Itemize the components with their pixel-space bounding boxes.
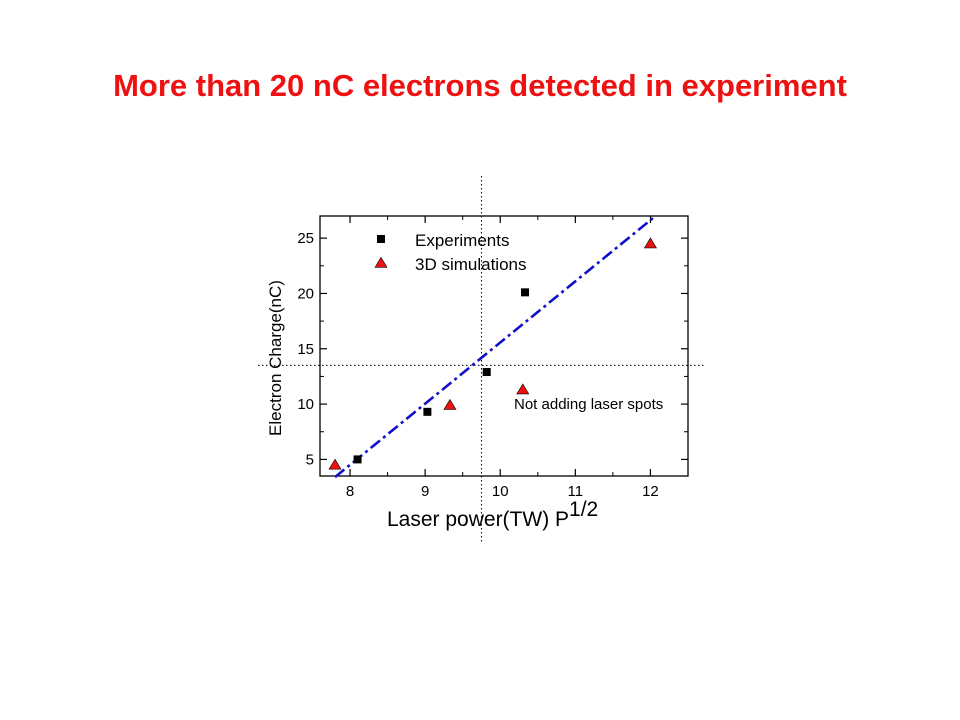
experiment-point — [353, 455, 362, 464]
plot-frame — [319, 215, 689, 477]
slide-title: More than 20 nC electrons detected in ex… — [113, 68, 847, 103]
x-axis-label: Laser power(TW) P1/2 — [387, 498, 598, 531]
experiment-point — [482, 368, 491, 376]
y-tick-label: 5 — [306, 451, 314, 468]
simulation-point — [328, 458, 342, 470]
experiment-point — [521, 288, 530, 297]
simulation-point — [643, 237, 657, 249]
plot-border — [319, 215, 689, 477]
x-tick-label: 10 — [492, 483, 509, 500]
simulation-point — [516, 383, 530, 395]
x-tick-label: 9 — [421, 483, 429, 500]
data-points — [328, 237, 657, 470]
experiment-point — [423, 407, 432, 416]
simulation-point — [443, 398, 457, 410]
x-tick-label: 12 — [642, 483, 659, 500]
x-tick-label: 8 — [346, 483, 354, 500]
legend-marker-square — [377, 235, 385, 243]
y-tick-label: 25 — [297, 230, 314, 247]
legend-label: 3D simulations — [415, 255, 527, 274]
y-tick-label: 20 — [297, 285, 314, 302]
y-tick-label: 15 — [297, 341, 314, 358]
annotation-not-adding-laser-spots: Not adding laser spots — [514, 396, 663, 413]
legend-marker-triangle — [374, 256, 388, 268]
axis-ticks: 8 9 10 11 12 5 10 15 20 25 — [297, 216, 688, 500]
x-tick-label: 11 — [568, 483, 584, 500]
legend: Experiments 3D simulations — [374, 231, 527, 274]
y-axis-label: Electron Charge(nC) — [266, 280, 285, 436]
x-axis-label-superscript: 1/2 — [569, 498, 598, 521]
x-axis-label-text: Laser power(TW) P — [387, 508, 569, 531]
y-tick-label: 10 — [297, 396, 314, 413]
legend-label: Experiments — [415, 231, 509, 250]
crosshair — [258, 176, 704, 544]
